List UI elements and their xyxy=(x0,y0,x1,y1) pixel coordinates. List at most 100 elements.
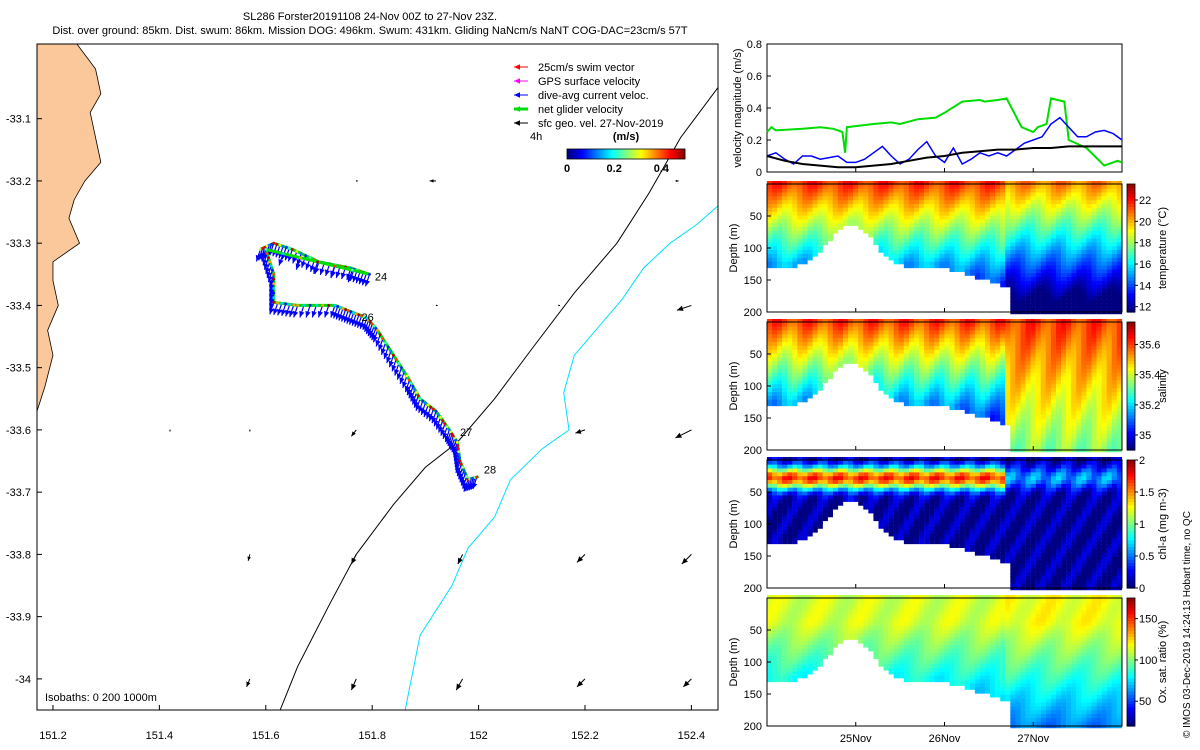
temperature-section-cell xyxy=(1020,219,1026,226)
salinity-section-ytick-label-0: 50 xyxy=(750,349,762,361)
temperature-section-cell xyxy=(1091,265,1097,272)
temperature-section-cell xyxy=(1106,261,1112,269)
temperature-section-cell xyxy=(1076,238,1082,246)
sfc-vector-5 xyxy=(676,304,692,311)
temperature-section-cell xyxy=(1035,227,1041,234)
dac-arrow-15-2-head xyxy=(408,391,414,399)
temperature-section-cell xyxy=(903,257,910,265)
temperature-section-cell xyxy=(1056,257,1062,265)
temperature-section-cell xyxy=(929,207,935,215)
salinity-section-cell xyxy=(782,395,788,403)
temperature-section-cell xyxy=(903,223,910,230)
temperature-section-cell xyxy=(1101,300,1107,307)
temperature-section-cell xyxy=(995,200,1001,207)
salinity-section-cell xyxy=(898,326,904,334)
temperature-section-cell xyxy=(919,242,925,249)
salinity-section-cell xyxy=(1071,342,1077,349)
temperature-section-cell xyxy=(1020,273,1026,280)
salinity-section-cell xyxy=(1030,430,1036,437)
salinity-section-cell xyxy=(985,365,991,372)
salinity-section-cell xyxy=(777,368,783,376)
temperature-section-cell xyxy=(1116,307,1123,315)
temperature-section-cell xyxy=(969,200,975,207)
temperature-section-cell xyxy=(1101,184,1107,192)
chla-section-cell xyxy=(807,529,813,537)
salinity-section-cell xyxy=(802,395,808,403)
temperature-section-cell xyxy=(959,261,965,269)
salinity-section-cell xyxy=(863,357,869,364)
temperature-section-cell xyxy=(908,215,915,223)
salinity-section-cell xyxy=(797,334,803,341)
salinity-section-cell xyxy=(817,345,823,353)
track-point-8-2 xyxy=(280,301,284,305)
dac-arrow-16-5 xyxy=(428,408,434,422)
salinity-section-cell xyxy=(787,391,793,399)
temperature-section-cell xyxy=(883,230,889,238)
temperature-section-cell xyxy=(1020,238,1026,246)
temperature-section-cell xyxy=(1040,265,1046,272)
legend-label-2: dive-avg current veloc. xyxy=(538,90,649,102)
salinity-section-cell xyxy=(934,372,940,380)
salinity-section-cell xyxy=(1056,430,1062,437)
temperature-section-cell xyxy=(1061,242,1067,249)
track-point-13-2 xyxy=(381,337,385,341)
temperature-section-cell xyxy=(1005,184,1011,192)
temperature-section-cell xyxy=(1056,242,1062,249)
temperature-section-cell xyxy=(893,188,899,196)
dac-arrow-14-4 xyxy=(399,371,405,385)
salinity-section-cell xyxy=(1076,334,1082,341)
salinity-section-cell xyxy=(1005,391,1011,399)
temperature-section-cell xyxy=(807,207,813,215)
temperature-section-cell xyxy=(954,234,960,242)
salinity-section-cell xyxy=(848,338,854,345)
salinity-section-cell xyxy=(929,365,935,372)
temperature-section-cell xyxy=(985,184,991,192)
temperature-section-cell xyxy=(888,184,894,192)
temperature-section-cell xyxy=(1061,207,1067,215)
colorbar-cell-39 xyxy=(606,149,608,159)
salinity-section-cell xyxy=(766,376,773,384)
salinity-section-cell xyxy=(944,384,950,391)
salinity-section-cell xyxy=(883,380,889,387)
temperature-section-cell xyxy=(1061,200,1067,207)
dac-arrow-5-2 xyxy=(330,265,336,279)
temperature-section-cell xyxy=(772,196,778,203)
temperature-section-cell xyxy=(1071,200,1077,207)
salinity-section-cell xyxy=(1020,334,1026,341)
salinity-section-cell xyxy=(772,322,778,330)
temperature-section-cell xyxy=(924,257,930,265)
salinity-section-cell xyxy=(1066,445,1072,453)
dac-arrow-14-2 xyxy=(394,363,400,376)
salinity-section-cell xyxy=(898,361,904,368)
salinity-section-cell xyxy=(1061,426,1067,434)
temperature-section-ylabel: Depth (m) xyxy=(728,224,740,273)
temperature-section-cell xyxy=(1025,219,1031,226)
temperature-section-cell xyxy=(924,238,930,246)
temperature-section-cell xyxy=(959,246,965,253)
temperature-section-cell xyxy=(939,207,945,215)
temperature-section-cell xyxy=(1066,246,1072,253)
salinity-section-cell xyxy=(964,349,970,357)
temperature-section-cell xyxy=(817,246,823,253)
temperature-section-cell xyxy=(802,188,808,196)
salinity-section-cell xyxy=(959,338,965,345)
colorbar-cell-115 xyxy=(682,149,684,159)
salinity-section-cell xyxy=(1066,426,1072,434)
temperature-section-cell xyxy=(777,207,783,215)
salinity-section-cell xyxy=(1061,376,1067,384)
salinity-section-cell xyxy=(914,380,920,387)
temperature-section-cell xyxy=(898,253,904,261)
temperature-section-cell xyxy=(832,211,839,219)
temperature-section-cell xyxy=(797,211,803,219)
salinity-section-cell xyxy=(924,368,930,376)
temperature-section-cell xyxy=(792,211,798,219)
temperature-section-cell xyxy=(969,196,975,203)
track-point-19-4 xyxy=(457,453,461,457)
salinity-section-cell xyxy=(827,322,833,330)
salinity-section-cell xyxy=(1005,334,1011,341)
salinity-section-cell xyxy=(863,342,869,349)
temperature-section-cell xyxy=(848,196,854,203)
salinity-section-cell xyxy=(1071,349,1077,357)
salinity-section-cell xyxy=(1045,411,1052,418)
temperature-section-cell xyxy=(1056,230,1062,238)
